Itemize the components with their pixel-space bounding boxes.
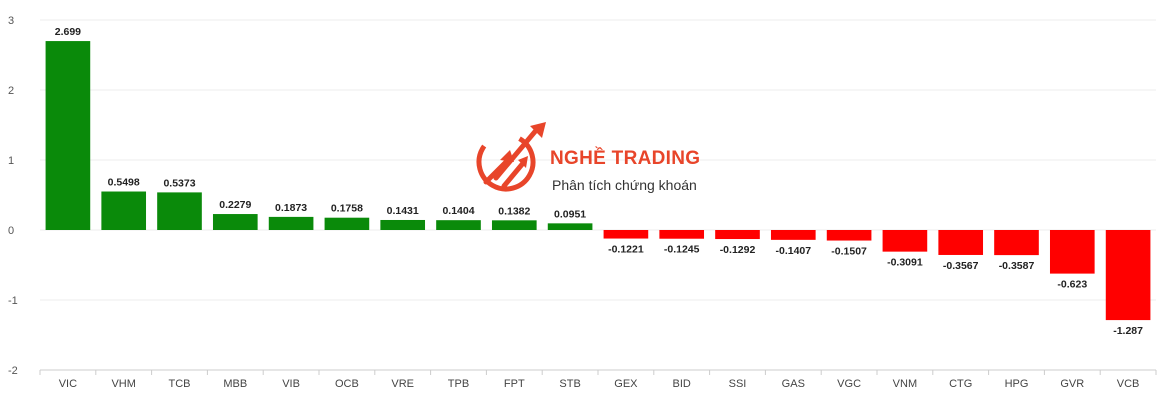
- bar-stb: [547, 223, 593, 230]
- data-label: -0.1245: [664, 244, 700, 256]
- x-tick-label: HPG: [1005, 378, 1029, 390]
- bar-gex: [603, 230, 649, 239]
- x-tick-label: GEX: [614, 378, 638, 390]
- y-tick-label: 0: [8, 225, 14, 237]
- data-label: -0.1221: [608, 244, 644, 256]
- bar-gas: [770, 230, 816, 240]
- trend-arrows-logo-icon: [476, 122, 546, 192]
- bar-vnm: [882, 230, 928, 252]
- y-tick-label: 2: [8, 85, 14, 97]
- bar-vhm: [101, 191, 147, 230]
- bar-vre: [380, 219, 426, 230]
- bar-ssi: [715, 230, 760, 240]
- bar-vib: [268, 216, 314, 230]
- x-tick-label: TPB: [448, 378, 469, 390]
- x-tick-label: FPT: [504, 378, 525, 390]
- data-label: 0.1873: [275, 202, 307, 214]
- data-label: -0.3587: [999, 260, 1035, 272]
- x-tick-label: VHM: [111, 378, 135, 390]
- bar-mbb: [212, 214, 258, 230]
- y-tick-label: -2: [8, 365, 18, 377]
- bar-ctg: [938, 230, 984, 255]
- bar-fpt: [491, 220, 537, 230]
- data-label: -0.1507: [831, 246, 867, 258]
- y-tick-label: 1: [8, 155, 14, 167]
- x-tick-label: VNM: [893, 378, 917, 390]
- data-label: 0.1404: [442, 205, 474, 217]
- x-tick-label: GAS: [782, 378, 805, 390]
- bar-bid: [659, 230, 705, 239]
- bar-tpb: [436, 220, 481, 230]
- y-axis-ticks: 3 2 1 0 -1 -2: [8, 15, 18, 377]
- data-label: 0.1758: [331, 203, 363, 215]
- x-tick-label: VCB: [1117, 378, 1140, 390]
- x-tick-label: OCB: [335, 378, 359, 390]
- data-labels: 2.699 0.5498 0.5373 0.2279 0.1873 0.1758 0.143…: [55, 26, 1143, 337]
- bar-gvr: [1049, 230, 1095, 274]
- x-tick-label: VIB: [282, 378, 300, 390]
- data-label: -0.623: [1057, 279, 1087, 291]
- bar-tcb: [157, 192, 202, 230]
- x-tick-label: TCB: [169, 378, 191, 390]
- bar-ocb: [324, 217, 370, 230]
- data-label: 0.1382: [498, 205, 530, 217]
- x-tick-label: STB: [559, 378, 580, 390]
- x-tick-label: SSI: [729, 378, 747, 390]
- data-label: -0.1292: [720, 244, 756, 256]
- bar-vic: [45, 41, 91, 230]
- bar-hpg: [994, 230, 1039, 256]
- data-label: -1.287: [1113, 325, 1143, 337]
- x-tick-label: VGC: [837, 378, 861, 390]
- data-label: 2.699: [55, 26, 81, 38]
- data-label: -0.1407: [775, 245, 811, 257]
- x-tick-label: VRE: [391, 378, 414, 390]
- data-label: 0.1431: [387, 205, 419, 217]
- watermark: NGHỀ TRADING Phân tích chứng khoán: [470, 120, 720, 200]
- x-tick-label: GVR: [1060, 378, 1084, 390]
- x-tick-label: MBB: [223, 378, 247, 390]
- bar-vgc: [826, 230, 872, 241]
- bars: [45, 41, 1151, 321]
- data-label: 0.2279: [219, 199, 251, 211]
- data-label: 0.0951: [554, 208, 586, 220]
- data-label: 0.5498: [108, 177, 140, 189]
- watermark-title: NGHỀ TRADING: [550, 148, 701, 169]
- watermark-subtitle: Phân tích chứng khoán: [552, 177, 697, 193]
- data-label: -0.3567: [943, 260, 979, 272]
- data-label: -0.3091: [887, 257, 923, 269]
- data-label: 0.5373: [163, 177, 195, 189]
- y-tick-label: -1: [8, 295, 18, 307]
- x-axis-ticks: VIC VHM TCB MBB VIB OCB VRE TPB FPT STB GEX BID SSI G…: [59, 378, 1140, 390]
- bar-vcb: [1105, 230, 1151, 321]
- x-tick-label: VIC: [59, 378, 77, 390]
- x-tick-label: BID: [673, 378, 691, 390]
- x-tick-label: CTG: [949, 378, 972, 390]
- y-tick-label: 3: [8, 15, 14, 27]
